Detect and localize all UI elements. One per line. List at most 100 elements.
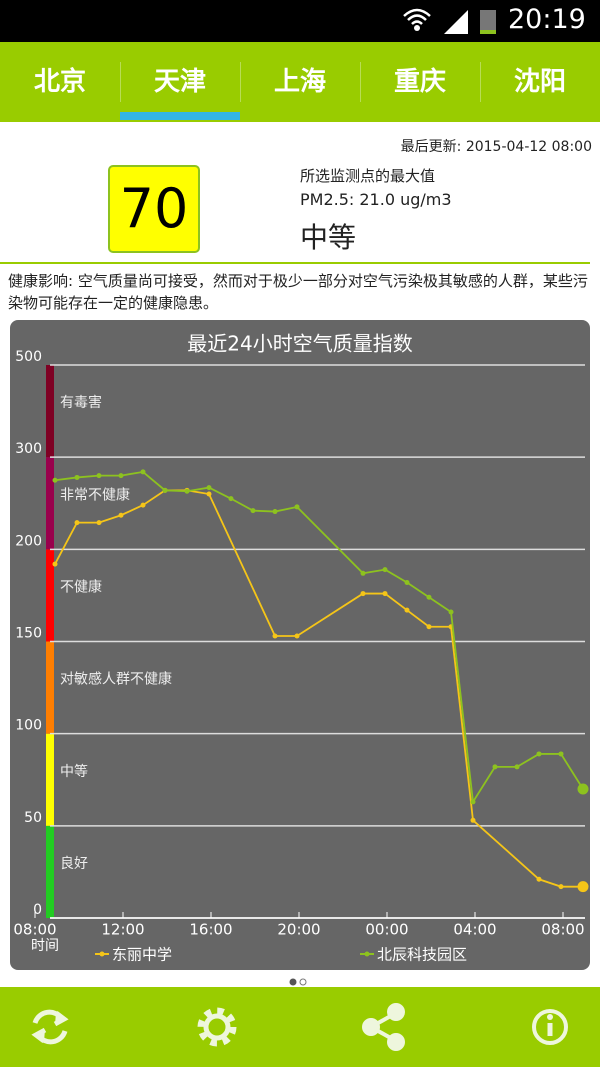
data-point	[536, 876, 542, 882]
band-label: 有毒害	[60, 395, 102, 411]
data-point	[294, 504, 300, 510]
tab[interactable]: 上海	[273, 67, 326, 97]
data-point	[426, 594, 432, 600]
band-label: 中等	[60, 763, 88, 780]
data-point	[404, 580, 410, 586]
x-axis-label: 时间	[31, 938, 59, 954]
data-point	[426, 624, 432, 630]
data-point	[184, 488, 190, 494]
data-point	[74, 474, 80, 480]
clock: 20:19	[508, 4, 586, 35]
aqi-note: 所选监测点的最大值	[300, 167, 436, 185]
y-tick-label: 50	[24, 810, 42, 826]
divider	[0, 262, 590, 264]
band-label: 非常不健康	[60, 486, 130, 503]
data-point	[140, 469, 146, 475]
aqi-band	[46, 365, 54, 458]
data-point	[577, 783, 589, 795]
data-point	[140, 502, 146, 508]
tab-separator	[360, 62, 361, 102]
y-tick-label: 100	[15, 718, 42, 734]
y-tick-label: 200	[15, 533, 42, 549]
y-tick-label: 0	[33, 902, 42, 918]
tab-indicator	[120, 112, 240, 120]
settings-button[interactable]	[197, 1007, 237, 1047]
y-tick-label: 150	[15, 626, 42, 642]
chart-panel	[10, 320, 590, 970]
band-label: 不健康	[60, 578, 102, 595]
legend-label: 东丽中学	[112, 946, 172, 964]
tab-separator	[480, 62, 481, 102]
data-point	[294, 633, 300, 639]
band-label: 良好	[60, 856, 88, 872]
data-point	[558, 751, 564, 757]
data-point	[206, 491, 212, 497]
data-point	[162, 487, 168, 493]
page-dots	[288, 972, 312, 991]
aqi-level: 中等	[300, 221, 357, 254]
y-tick-label: 500	[15, 349, 42, 365]
data-point	[228, 496, 234, 502]
status-icons	[403, 8, 496, 34]
update-time: 最后更新: 2015-04-12 08:00	[400, 139, 592, 155]
aqi-band	[46, 825, 54, 918]
legend-label: 北辰科技园区	[377, 946, 467, 964]
data-point	[470, 799, 476, 805]
tab[interactable]: 重庆	[393, 67, 446, 97]
data-point	[52, 561, 58, 567]
data-point	[382, 591, 388, 597]
aqi-band	[46, 549, 54, 642]
data-point	[558, 884, 564, 890]
tab-bar: 北京 天津 上海 重庆 沈阳	[0, 42, 600, 122]
data-point	[536, 751, 542, 757]
legend-dot	[99, 951, 105, 957]
x-tick-label: 00:00	[365, 921, 408, 939]
refresh-button[interactable]	[31, 1009, 69, 1045]
x-tick-label: 12:00	[101, 921, 144, 939]
bottom-icons	[31, 1003, 568, 1051]
data-point	[250, 508, 256, 514]
data-point	[74, 520, 80, 526]
data-point	[206, 485, 212, 491]
data-point	[272, 509, 278, 515]
x-tick-label: 20:00	[277, 921, 320, 939]
data-point	[360, 591, 366, 597]
tab-separator	[240, 62, 241, 102]
health-text: 健康影响: 空气质量尚可接受，然而对于极少一部分对空气污染极其敏感的人群，某些污…	[8, 272, 588, 312]
tab[interactable]: 北京	[33, 67, 86, 97]
data-point	[96, 520, 102, 526]
status-bar: 20:19	[0, 0, 600, 42]
x-tick-label: 16:00	[189, 921, 232, 939]
band-label: 对敏感人群不健康	[60, 671, 172, 688]
x-tick-label: 08:00	[13, 921, 56, 939]
aqi-band	[46, 733, 54, 826]
info-button[interactable]	[532, 1009, 568, 1045]
data-point	[404, 607, 410, 613]
bottom-bar	[0, 987, 600, 1067]
legend-dot	[364, 951, 370, 957]
pm25: PM2.5: 21.0 ug/m3	[300, 190, 452, 209]
data-point	[448, 609, 454, 615]
data-point	[492, 764, 498, 770]
chart-title: 最近24小时空气质量指数	[187, 332, 412, 356]
data-point	[96, 473, 102, 479]
aqi-band	[46, 457, 54, 550]
share-button[interactable]	[362, 1003, 405, 1051]
data-point	[514, 764, 520, 770]
x-tick-label: 08:00	[541, 921, 584, 939]
aqi-value: 70	[108, 165, 200, 253]
data-point	[577, 881, 589, 893]
aqi-band	[46, 641, 54, 734]
data-point	[52, 477, 58, 483]
tab[interactable]: 天津	[153, 67, 206, 97]
data-point	[360, 570, 366, 576]
data-point	[272, 633, 278, 639]
data-point	[118, 512, 124, 518]
tab-separator	[120, 62, 121, 102]
data-point	[470, 817, 476, 823]
x-tick-label: 04:00	[453, 921, 496, 939]
data-point	[382, 567, 388, 573]
tab[interactable]: 沈阳	[513, 67, 566, 97]
